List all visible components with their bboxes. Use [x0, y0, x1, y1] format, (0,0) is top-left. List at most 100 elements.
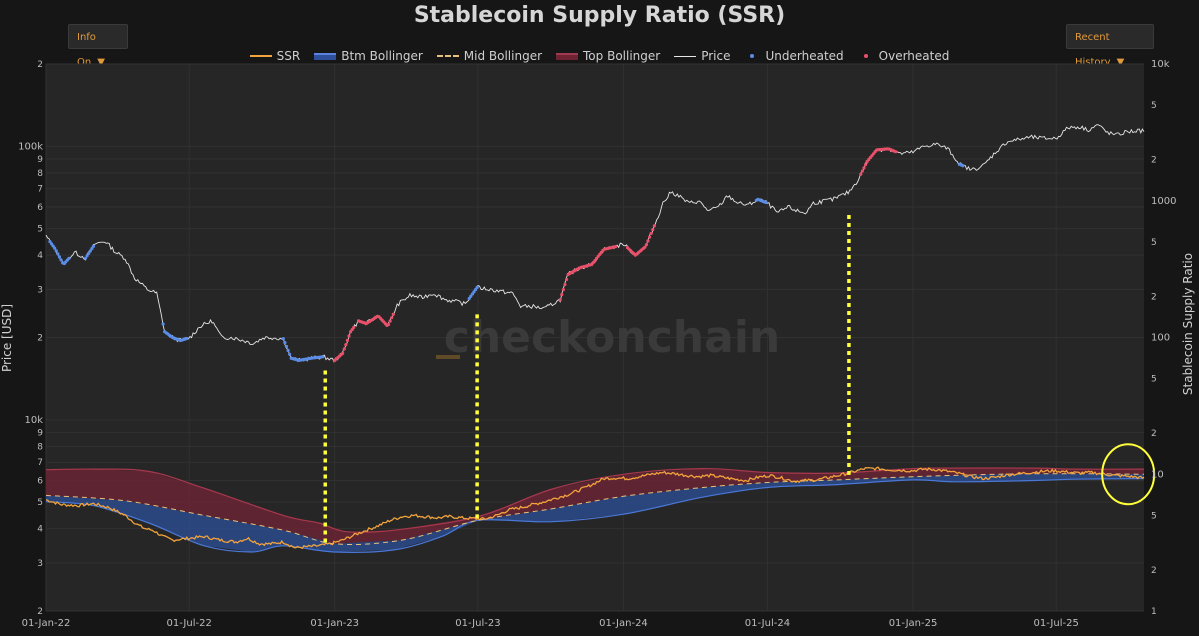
underheated-marker: [475, 285, 479, 289]
overheated-marker: [341, 351, 345, 355]
y-left-tick-label: 100k: [18, 141, 43, 152]
legend-swatch-overheated: [863, 54, 868, 58]
underheated-marker: [51, 244, 55, 248]
overheated-marker: [894, 150, 898, 154]
legend-item-price[interactable]: Price: [674, 49, 730, 63]
y-left-tick-label: 3: [37, 559, 43, 569]
underheated-marker: [88, 249, 92, 253]
y-left-tick-label: 2: [37, 334, 43, 344]
underheated-marker: [284, 344, 289, 349]
overheated-marker: [863, 163, 868, 167]
y-left-tick-label: 7: [37, 185, 43, 195]
y-right-tick-label: 5: [1151, 101, 1157, 111]
underheated-marker: [185, 336, 189, 341]
y-left-tick-label: 5: [37, 498, 43, 508]
legend-item-btm-bollinger[interactable]: Btm Bollinger: [314, 49, 423, 63]
overheated-marker: [347, 334, 351, 338]
underheated-marker: [83, 256, 88, 260]
legend-item-mid-bollinger[interactable]: Mid Bollinger: [436, 49, 542, 63]
underheated-marker: [469, 294, 473, 298]
highlight-circle: [1101, 443, 1156, 506]
overheated-marker: [859, 172, 863, 176]
legend-item-overheated[interactable]: Overheated: [858, 49, 950, 63]
y-right-tick-label: 5: [1151, 238, 1157, 248]
legend-swatch-ssr: [249, 55, 272, 57]
legend-swatch-btm-bollinger: [314, 52, 337, 60]
overheated-marker: [352, 325, 356, 329]
legend-swatch-mid-bollinger: [436, 55, 459, 57]
y-right-tick-label: 1: [1151, 607, 1157, 617]
overheated-marker: [344, 343, 348, 347]
legend-swatch-underheated: [750, 54, 755, 58]
underheated-marker: [961, 164, 965, 168]
y-left-tick-label: 3: [37, 285, 43, 295]
btm-bollinger-band: [46, 473, 1144, 552]
underheated-marker: [286, 348, 290, 353]
ssr-line: [45, 466, 1145, 550]
legend-label-btm-bollinger: Btm Bollinger: [341, 49, 423, 63]
mid-bollinger-line: [45, 473, 1145, 545]
watermark: checkonchain: [444, 312, 780, 363]
underheated-marker: [161, 322, 165, 326]
legend-swatch-top-bollinger: [556, 52, 579, 60]
overheated-marker: [560, 293, 564, 297]
x-tick-label: 01-Jan-24: [599, 618, 648, 629]
underheated-marker: [764, 200, 768, 205]
y-right-tick-label: 100: [1151, 333, 1170, 344]
y-right-tick-label: 5: [1151, 375, 1157, 385]
underheated-marker: [473, 288, 478, 292]
underheated-marker: [59, 258, 63, 262]
y-right-tick-label: 1000: [1151, 196, 1176, 207]
overheated-marker: [647, 235, 652, 239]
underheated-marker: [470, 292, 474, 296]
underheated-marker: [288, 352, 292, 356]
legend-label-overheated: Overheated: [878, 49, 950, 63]
underheated-marker: [467, 296, 471, 301]
overheated-marker: [561, 287, 565, 292]
y-axis-right-title: Stablecoin Supply Ratio: [1181, 253, 1195, 395]
underheated-marker: [54, 249, 58, 253]
legend-item-ssr[interactable]: SSR: [249, 49, 300, 63]
info-toggle-label: Info On: [77, 32, 96, 68]
underheated-marker: [281, 337, 285, 341]
y-left-tick-label: 4: [37, 525, 43, 535]
legend-item-top-bollinger[interactable]: Top Bollinger: [556, 49, 660, 63]
legend-label-top-bollinger: Top Bollinger: [583, 49, 661, 63]
overheated-marker: [652, 224, 656, 228]
legend-item-underheated[interactable]: Underheated: [744, 49, 844, 63]
y-left-tick-label: 8: [37, 169, 43, 179]
y-right-tick-label: 5: [1151, 511, 1157, 521]
overheated-marker: [391, 312, 395, 316]
time-range-dropdown[interactable]: Recent History ▼: [1066, 24, 1154, 68]
regime-markers: [48, 147, 965, 362]
x-tick-label: 01-Jan-22: [22, 618, 71, 629]
overheated-marker: [558, 298, 562, 302]
underheated-marker: [90, 247, 94, 251]
chart-legend: SSR Btm Bollinger Mid Bollinger Top Boll…: [0, 49, 1199, 63]
y-right-tick-label: 2: [1151, 429, 1157, 439]
y-left-tick-label: 9: [37, 155, 43, 165]
legend-label-price: Price: [701, 49, 731, 63]
overheated-marker: [649, 231, 653, 236]
y-left-tick-label: 2: [37, 60, 43, 70]
chart-title: Stablecoin Supply Ratio (SSR): [413, 3, 786, 28]
y-left-tick-label: 6: [37, 203, 43, 213]
y-left-tick-label: 2: [37, 607, 43, 617]
overheated-marker: [644, 243, 649, 247]
y-right-tick-label: 10: [1151, 469, 1164, 480]
info-toggle-dropdown[interactable]: Info On ▼: [68, 24, 128, 68]
y-right-tick-label: 2: [1151, 156, 1157, 166]
overheated-marker: [613, 244, 618, 249]
overheated-marker: [643, 245, 647, 249]
underheated-marker: [283, 340, 287, 345]
x-tick-label: 01-Jul-24: [745, 618, 790, 629]
underheated-marker: [91, 244, 96, 248]
y-left-tick-label: 9: [37, 428, 43, 438]
btm-bollinger-line: [45, 478, 1145, 553]
underheated-marker: [67, 256, 71, 260]
underheated-marker: [53, 246, 57, 250]
axes: 2 3 4 5 6 7 8 9 10k 2 3 4 5 6 7 8 9 100k 2 1 2 5 10 2 5 100 2 5 1000…: [18, 60, 1176, 629]
underheated-marker: [85, 254, 89, 258]
y-left-tick-label: 5: [37, 225, 43, 235]
x-tick-label: 01-Jan-25: [889, 618, 938, 629]
